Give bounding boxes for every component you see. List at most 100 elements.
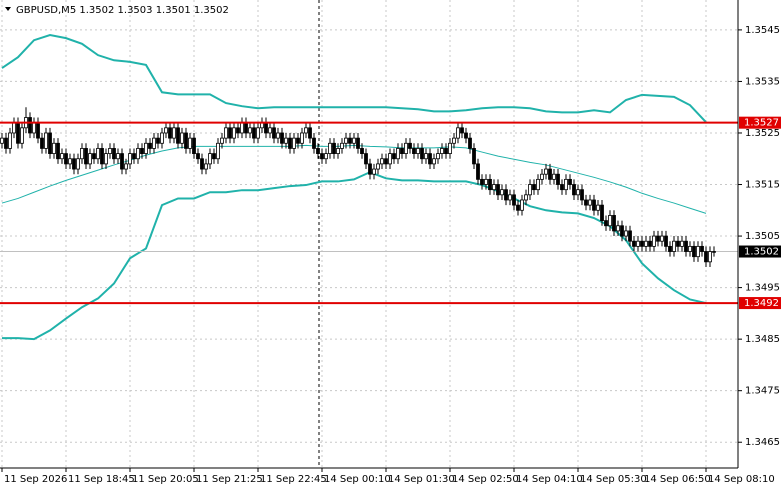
candle-body (424, 153, 428, 160)
x-tick-label: 14 Sep 04:10 (516, 474, 583, 485)
candle-body (304, 127, 308, 134)
candle-body (176, 127, 180, 144)
candle-body (312, 137, 316, 149)
candle-body (316, 148, 320, 154)
chart-title: GBPUSD,M5 1.3502 1.3503 1.3501 1.3502 (16, 5, 229, 16)
candle-body (412, 148, 416, 154)
candle-body (172, 127, 176, 139)
x-tick-label: 11 Sep 18:45 (68, 474, 135, 485)
candle-body (560, 184, 564, 191)
x-tick-label: 14 Sep 02:50 (452, 474, 519, 485)
plot (0, 34, 738, 341)
candle-body (460, 127, 464, 134)
candle-body (388, 153, 392, 165)
y-tick-label: 1.3535 (745, 76, 780, 87)
candle-body (32, 122, 36, 134)
candle-body (148, 142, 152, 149)
candle-body (432, 158, 436, 165)
candle-body (264, 122, 268, 134)
candle-body (288, 137, 292, 149)
candle-body (108, 148, 112, 154)
candle-body (320, 153, 324, 160)
candle-body (448, 142, 452, 154)
candle-body (20, 127, 24, 144)
candle-body (360, 148, 364, 154)
candle-body (464, 132, 468, 139)
candle-body (276, 132, 280, 139)
candle-body (348, 137, 352, 144)
x-tick-label: 11 Sep 2026 (4, 474, 67, 485)
candle-body (596, 204, 600, 211)
x-tick-label: 11 Sep 22:45 (260, 474, 327, 485)
candle-body (476, 163, 480, 180)
level-label-box (739, 297, 781, 310)
candle-body (536, 178, 540, 191)
candle-body (468, 137, 472, 149)
candle-body (68, 158, 72, 165)
candle-body (228, 127, 232, 139)
candle-body (44, 132, 48, 149)
level-label: 1.3492 (744, 298, 779, 309)
candle-body (52, 142, 56, 154)
y-tick-label: 1.3485 (745, 334, 780, 345)
candle-body (652, 235, 656, 247)
candle-body (472, 148, 476, 165)
candle-body (216, 142, 220, 160)
candle-body (396, 148, 400, 160)
candle-body (712, 251, 716, 253)
candle-body (300, 132, 304, 144)
x-tick-label: 14 Sep 05:30 (580, 474, 647, 485)
candle-body (340, 142, 344, 149)
candle-body (632, 240, 636, 247)
candle-body (84, 148, 88, 165)
candle-body (380, 158, 384, 165)
y-tick-label: 1.3495 (745, 283, 780, 294)
candle-body (456, 127, 460, 139)
grid (0, 0, 738, 468)
x-tick-label: 14 Sep 08:10 (708, 474, 775, 485)
candle-body (60, 153, 64, 160)
candle-body (556, 173, 560, 185)
candle-body (444, 148, 448, 154)
y-tick-label: 1.3545 (745, 25, 780, 36)
candle-body (272, 127, 276, 139)
candle-body (532, 184, 536, 191)
candle-body (232, 127, 236, 139)
candle-body (336, 148, 340, 154)
candle-body (628, 230, 632, 242)
candle-body (236, 127, 240, 134)
candle-body (80, 148, 84, 160)
candle-body (488, 178, 492, 191)
candle-body (692, 245, 696, 258)
candle-body (552, 173, 556, 180)
candle-body (64, 153, 68, 165)
candle-body (668, 245, 672, 252)
candle-body (588, 199, 592, 206)
candle-body (512, 194, 516, 206)
candle-body (16, 122, 20, 144)
candle-body (400, 148, 404, 154)
candle-body (684, 240, 688, 252)
candle-body (180, 132, 184, 144)
last-price-box (739, 245, 781, 258)
candle-body (160, 132, 164, 144)
candle-body (72, 158, 76, 170)
candle-body (680, 240, 684, 247)
candle-body (624, 230, 628, 237)
candle-body (544, 168, 548, 175)
candle-body (164, 127, 168, 134)
candle-body (184, 132, 188, 149)
candle-body (372, 168, 376, 175)
candle-body (12, 122, 16, 134)
candle-body (696, 245, 700, 258)
candle-body (416, 148, 420, 154)
candle-body (440, 148, 444, 154)
band-line (1, 34, 707, 123)
candle-body (420, 148, 424, 160)
candle-body (168, 127, 172, 139)
candle-body (708, 251, 712, 263)
candle-body (212, 153, 216, 160)
candle-body (612, 215, 616, 232)
